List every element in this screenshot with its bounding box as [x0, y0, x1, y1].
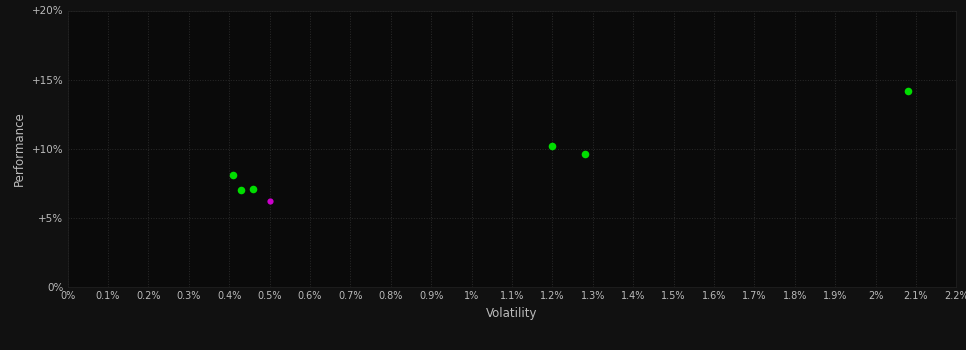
- X-axis label: Volatility: Volatility: [486, 307, 538, 320]
- Point: [545, 143, 560, 149]
- Point: [245, 186, 261, 192]
- Point: [262, 198, 277, 204]
- Y-axis label: Performance: Performance: [14, 111, 26, 186]
- Point: [900, 88, 916, 93]
- Point: [225, 172, 241, 178]
- Point: [234, 188, 249, 193]
- Point: [577, 152, 592, 157]
